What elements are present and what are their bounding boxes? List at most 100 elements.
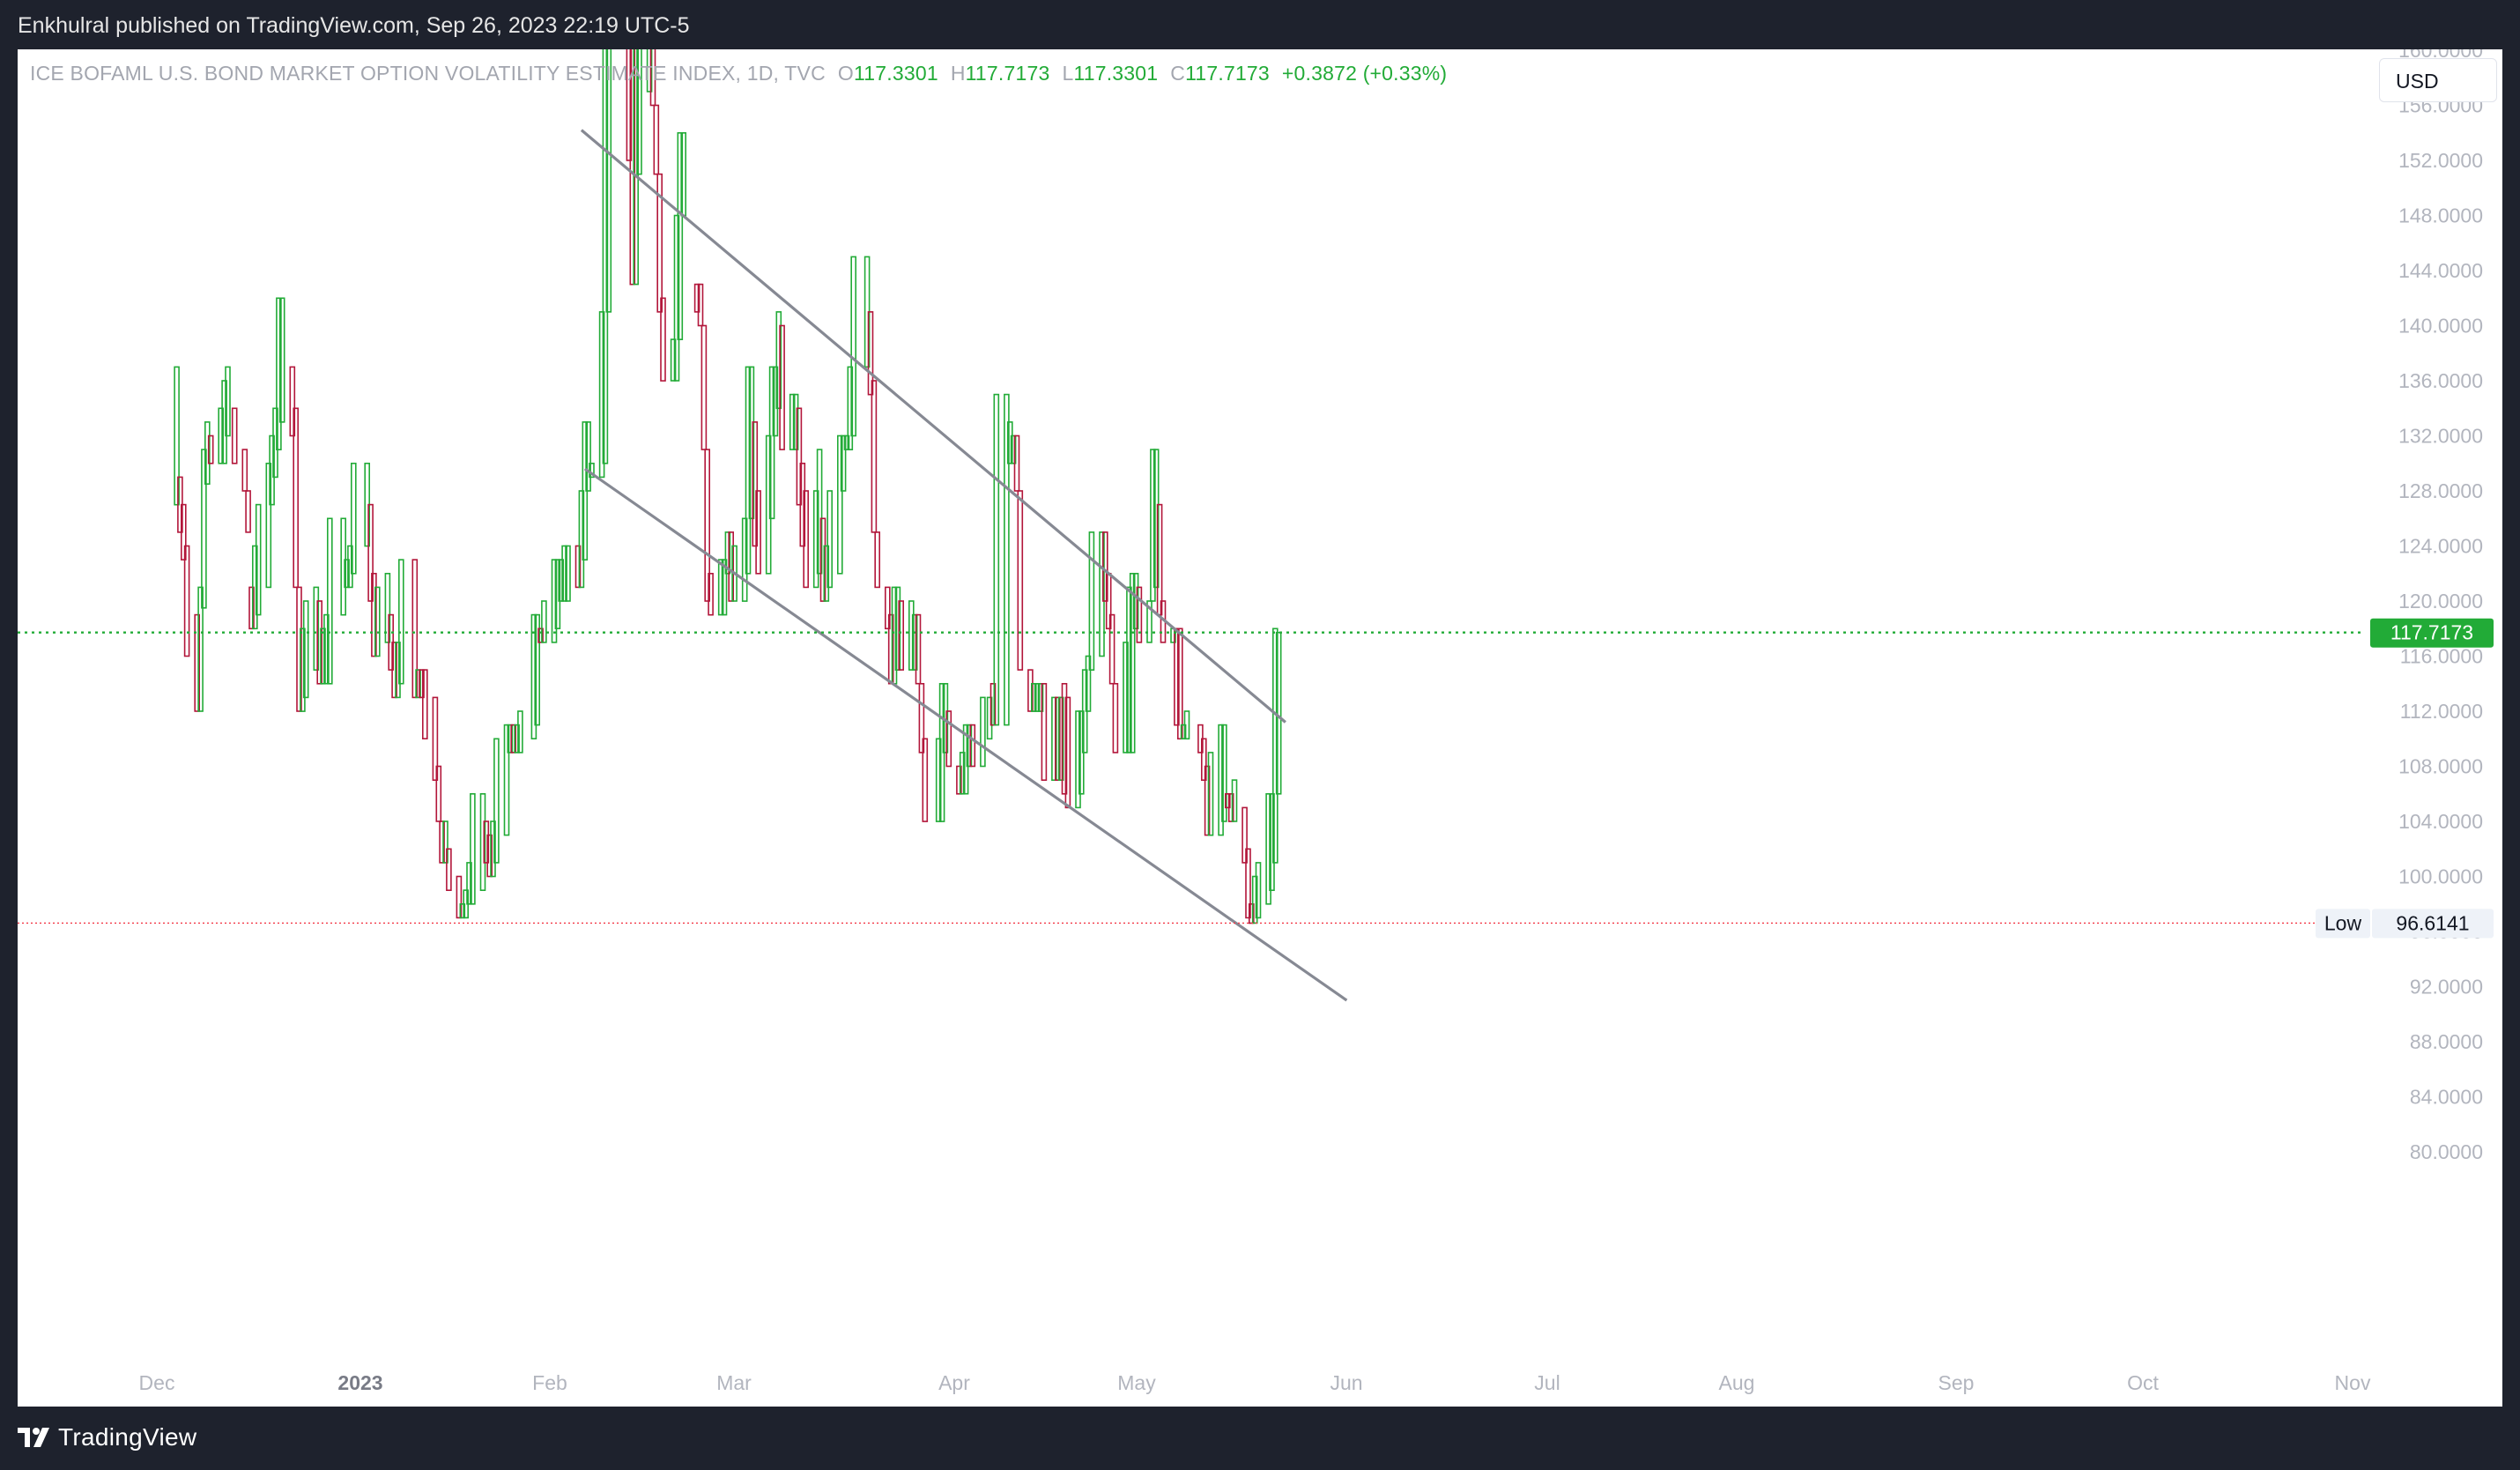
price-bar: [1088, 531, 1095, 672]
bar-body: [503, 724, 510, 836]
price-bar: [397, 559, 404, 685]
publish-info: Enkhulral published on TradingView.com, …: [18, 13, 690, 38]
bar-body: [850, 256, 857, 437]
price-bar: [670, 338, 677, 382]
bar-body: [1204, 765, 1211, 836]
bar-body: [1275, 631, 1282, 795]
price-axis: 80.000084.000088.000092.000096.0000100.0…: [2398, 49, 2483, 1163]
low-text-badge: [2316, 909, 2370, 939]
price-bar: [850, 256, 857, 437]
bar-body: [1051, 696, 1057, 782]
bar-body: [1061, 682, 1068, 795]
symbol-legend: ICE BOFAML U.S. BOND MARKET OPTION VOLAT…: [30, 62, 1447, 85]
bar-body: [551, 559, 558, 643]
price-bar: [680, 132, 687, 217]
price-bar: [490, 820, 496, 878]
price-bar: [660, 297, 666, 382]
bar-body: [1007, 421, 1013, 464]
bar-body: [269, 434, 275, 506]
price-bar: [340, 517, 347, 616]
bar-body: [1241, 806, 1248, 864]
price-bar: [935, 738, 942, 822]
price-bar: [541, 600, 547, 643]
bar-body: [633, 49, 640, 286]
price-bar: [1061, 682, 1068, 795]
bar-body: [415, 669, 421, 699]
bar-body: [278, 297, 285, 423]
bar-body: [561, 545, 567, 602]
bar-body: [918, 682, 925, 754]
price-bar: [986, 696, 993, 740]
time-axis: Dec 2023 Feb Mar Apr May Jun Jul Aug Sep Oct Nov: [139, 1371, 2371, 1394]
open-value: 117.3301: [853, 62, 938, 85]
bar-body: [1088, 531, 1095, 672]
bar-body: [1034, 682, 1041, 712]
bar-body: [174, 366, 180, 506]
price-bar: [908, 600, 915, 671]
price-bar: [248, 586, 255, 630]
bar-body: [986, 696, 993, 740]
bar-body: [248, 586, 255, 630]
price-bar: [245, 490, 251, 533]
price-bar: [300, 627, 306, 712]
current-price-label: 117.7173: [2390, 621, 2473, 644]
bar-body: [221, 380, 227, 464]
price-bar: [225, 366, 231, 437]
price-bar: [442, 820, 448, 864]
price-bar: [1204, 765, 1211, 836]
low-label: L: [1062, 62, 1074, 85]
bar-body: [517, 710, 523, 754]
price-bar: [755, 490, 761, 575]
price-bar: [956, 765, 962, 795]
bar-body: [442, 820, 448, 864]
price-bar: [819, 517, 826, 602]
price-bar: [799, 462, 806, 547]
price-bar: [765, 434, 772, 575]
y-tick-label: 140.0000: [2398, 315, 2483, 338]
bar-body: [395, 642, 401, 699]
bar-body: [789, 393, 796, 450]
currency-selector[interactable]: USD: [2379, 58, 2497, 102]
bar-body: [350, 462, 357, 575]
bar-body: [1183, 710, 1190, 740]
bar-body: [276, 297, 282, 450]
chart-pane[interactable]: 80.000084.000088.000092.000096.0000100.0…: [18, 49, 2502, 1407]
bar-body: [922, 738, 929, 822]
x-tick-label: Apr: [938, 1371, 970, 1394]
price-bar: [1272, 627, 1279, 864]
price-bar: [350, 462, 357, 575]
price-bar: [677, 132, 684, 340]
price-bar: [1132, 572, 1139, 630]
tradingview-brand[interactable]: TradingView: [58, 1423, 197, 1451]
price-bar: [911, 613, 918, 671]
price-bar: [1102, 531, 1108, 602]
open-label: O: [837, 62, 854, 85]
price-bar: [922, 738, 929, 822]
current-price-badge: [2370, 618, 2494, 648]
bar-body: [673, 214, 680, 382]
price-bar: [1129, 572, 1136, 754]
price-bar: [578, 490, 585, 589]
price-bar: [1112, 682, 1119, 754]
bar-body: [1180, 724, 1187, 739]
price-bar: [1108, 613, 1115, 685]
current-price-tag: 117.7173: [2370, 618, 2494, 648]
price-bar: [493, 738, 500, 864]
tradingview-logo-icon[interactable]: [18, 1424, 53, 1452]
price-bar: [181, 503, 187, 561]
bar-body: [490, 820, 496, 878]
bar-body: [1231, 779, 1238, 822]
bar-body: [323, 613, 330, 685]
price-bar: [276, 297, 282, 450]
price-bar: [1007, 421, 1013, 464]
price-bar: [201, 449, 207, 609]
bar-body: [989, 682, 997, 726]
price-bar: [537, 627, 544, 643]
price-bar: [551, 559, 558, 643]
price-bar: [1031, 682, 1037, 712]
price-chart[interactable]: 80.000084.000088.000092.000096.0000100.0…: [18, 49, 2502, 1407]
bar-body: [1057, 696, 1064, 782]
bar-body: [466, 862, 472, 905]
price-bar: [1126, 586, 1132, 754]
low-price-tag: Low 96.6141: [2316, 909, 2494, 939]
